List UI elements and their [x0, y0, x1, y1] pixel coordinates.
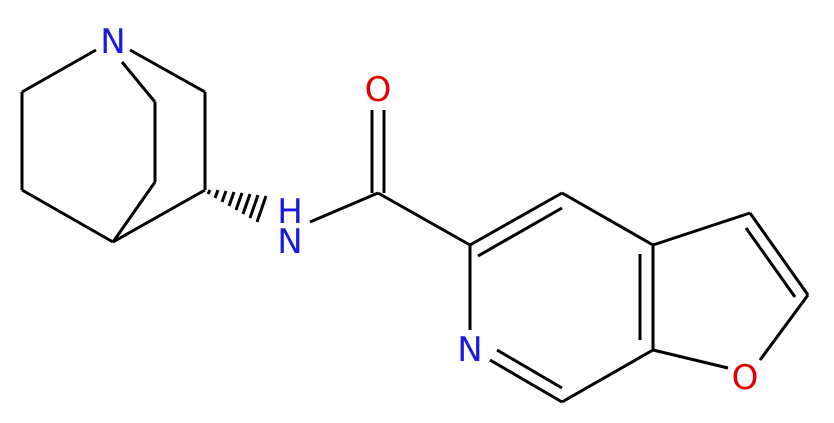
- atom-label: H: [277, 192, 303, 232]
- atom-label: N: [100, 22, 125, 62]
- atom-label: O: [732, 358, 759, 398]
- atom-label: N: [277, 222, 302, 262]
- atom-label: N: [457, 330, 482, 370]
- bonds: [20, 48, 810, 404]
- atom-label: O: [365, 70, 392, 110]
